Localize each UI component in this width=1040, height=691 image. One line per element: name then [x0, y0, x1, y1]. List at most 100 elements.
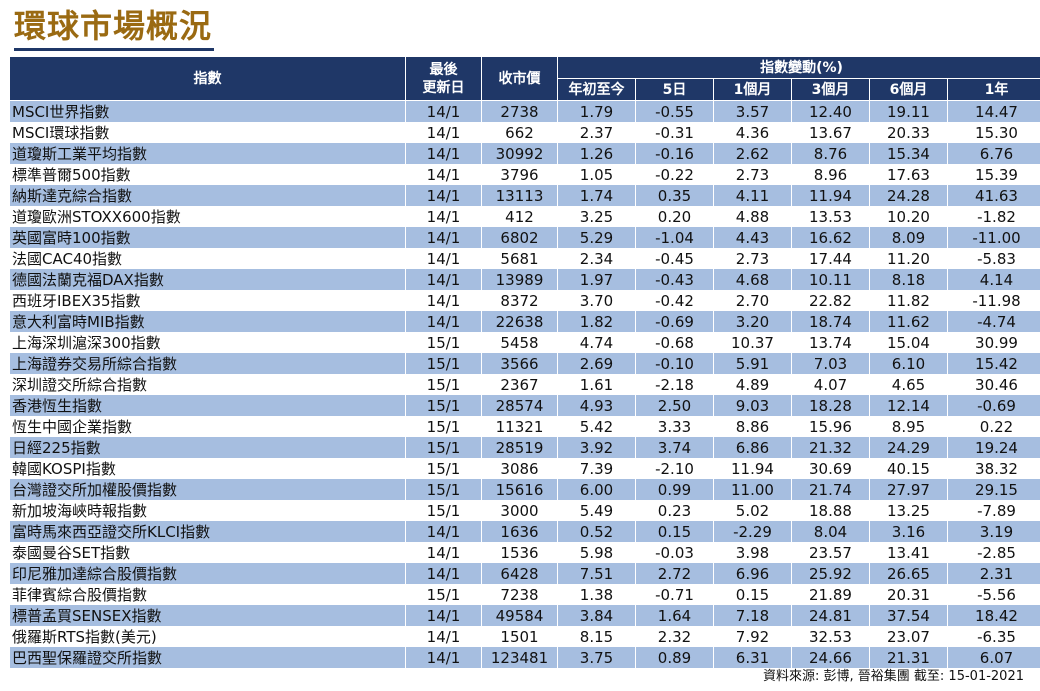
- cell-change-1m: 2.62: [713, 143, 792, 164]
- cell-change-ytd: 3.25: [557, 206, 636, 227]
- cell-index-name: 上海深圳滬深300指數: [9, 332, 406, 353]
- cell-close-price: 30992: [481, 143, 558, 164]
- cell-change-ytd: 1.05: [557, 164, 636, 185]
- cell-close-price: 662: [481, 122, 558, 143]
- cell-change-1y: 19.24: [946, 437, 1040, 458]
- cell-change-6m: 13.25: [869, 500, 948, 521]
- cell-change-1m: 7.92: [713, 626, 792, 647]
- cell-change-1y: 15.42: [946, 353, 1040, 374]
- source-note: 資料來源: 彭博, 晉裕集團 截至: 15-01-2021: [763, 669, 1024, 684]
- cell-change-5d: -0.71: [635, 584, 714, 605]
- table-row: 富時馬來西亞證交所KLCI指數 14/1 1636 0.52 0.15 -2.29 8.04…: [9, 521, 1040, 542]
- cell-last-update: 15/1: [405, 395, 482, 416]
- table-row: 道瓊歐洲STOXX600指數 14/1 412 3.25 0.20 4.88 13.53 10…: [9, 206, 1040, 227]
- cell-change-ytd: 8.15: [557, 626, 636, 647]
- cell-change-1m: 3.98: [713, 542, 792, 563]
- cell-change-5d: -2.18: [635, 374, 714, 395]
- cell-change-ytd: 2.34: [557, 248, 636, 269]
- cell-change-ytd: 1.79: [557, 100, 636, 122]
- cell-close-price: 2738: [481, 100, 558, 122]
- cell-change-6m: 37.54: [869, 605, 948, 626]
- cell-change-1y: 18.42: [946, 605, 1040, 626]
- cell-change-ytd: 0.52: [557, 521, 636, 542]
- cell-change-ytd: 7.39: [557, 458, 636, 479]
- cell-change-3m: 17.44: [791, 248, 870, 269]
- table-row: 俄羅斯RTS指數(美元) 14/1 1501 8.15 2.32 7.92 32.53 23.…: [9, 626, 1040, 647]
- cell-close-price: 28574: [481, 395, 558, 416]
- cell-index-name: 台灣證交所加權股價指數: [9, 479, 406, 500]
- cell-change-5d: 0.20: [635, 206, 714, 227]
- cell-change-1m: 11.94: [713, 458, 792, 479]
- cell-change-5d: 2.50: [635, 395, 714, 416]
- cell-last-update: 14/1: [405, 311, 482, 332]
- cell-change-6m: 12.14: [869, 395, 948, 416]
- cell-change-6m: 27.97: [869, 479, 948, 500]
- header-change-group: 指數變動(%): [556, 56, 1040, 79]
- cell-change-1m: 2.73: [713, 164, 792, 185]
- cell-change-6m: 8.95: [869, 416, 948, 437]
- table-row: 上海深圳滬深300指數 15/1 5458 4.74 -0.68 10.37 13.74 15…: [9, 332, 1040, 353]
- cell-change-5d: 2.72: [635, 563, 714, 584]
- cell-change-1m: 10.37: [713, 332, 792, 353]
- cell-change-3m: 21.74: [791, 479, 870, 500]
- cell-index-name: 西班牙IBEX35指數: [9, 290, 406, 311]
- cell-change-6m: 15.34: [869, 143, 948, 164]
- header-period-ytd: 年初至今: [557, 78, 636, 101]
- table-row: 標普孟買SENSEX指數 14/1 49584 3.84 1.64 7.18 24.81 37…: [9, 605, 1040, 626]
- cell-change-1m: 4.11: [713, 185, 792, 206]
- cell-change-5d: 2.32: [635, 626, 714, 647]
- header-index: 指數: [9, 56, 406, 101]
- cell-index-name: 富時馬來西亞證交所KLCI指數: [9, 521, 406, 542]
- cell-change-1y: -5.56: [946, 584, 1040, 605]
- header-period-6m: 6個月: [869, 78, 948, 101]
- cell-change-3m: 15.96: [791, 416, 870, 437]
- cell-change-1m: 4.68: [713, 269, 792, 290]
- cell-index-name: 新加坡海峽時報指數: [9, 500, 406, 521]
- table-row: 台灣證交所加權股價指數 15/1 15616 6.00 0.99 11.00 21.74 27…: [9, 479, 1040, 500]
- cell-close-price: 3000: [481, 500, 558, 521]
- cell-change-1y: 2.31: [946, 563, 1040, 584]
- cell-change-5d: 0.99: [635, 479, 714, 500]
- table-row: MSCI世界指數 14/1 2738 1.79 -0.55 3.57 12.40 19.11 1…: [9, 100, 1040, 122]
- table-row: 巴西聖保羅證交所指數 14/1 123481 3.75 0.89 6.31 24.66 21.…: [9, 647, 1040, 668]
- table-row: 印尼雅加達綜合股價指數 14/1 6428 7.51 2.72 6.96 25.92 26.6…: [9, 563, 1040, 584]
- cell-change-3m: 30.69: [791, 458, 870, 479]
- cell-index-name: 菲律賓綜合股價指數: [9, 584, 406, 605]
- cell-change-5d: -0.16: [635, 143, 714, 164]
- cell-index-name: 法國CAC40指數: [9, 248, 406, 269]
- cell-change-1m: 4.43: [713, 227, 792, 248]
- cell-change-1y: 4.14: [946, 269, 1040, 290]
- cell-change-3m: 8.04: [791, 521, 870, 542]
- cell-last-update: 14/1: [405, 647, 482, 668]
- cell-close-price: 412: [481, 206, 558, 227]
- table-row: 法國CAC40指數 14/1 5681 2.34 -0.45 2.73 17.44 11.20…: [9, 248, 1040, 269]
- table-row: 上海證券交易所綜合指數 15/1 3566 2.69 -0.10 5.91 7.03 6.10…: [9, 353, 1040, 374]
- cell-change-1y: -6.35: [946, 626, 1040, 647]
- cell-index-name: 泰國曼谷SET指數: [9, 542, 406, 563]
- cell-change-5d: 3.33: [635, 416, 714, 437]
- cell-change-6m: 3.16: [869, 521, 948, 542]
- cell-change-6m: 23.07: [869, 626, 948, 647]
- cell-change-6m: 11.20: [869, 248, 948, 269]
- table-row: 泰國曼谷SET指數 14/1 1536 5.98 -0.03 3.98 23.57 13.41…: [9, 542, 1040, 563]
- cell-change-3m: 8.96: [791, 164, 870, 185]
- cell-change-1y: -2.85: [946, 542, 1040, 563]
- cell-change-1y: 3.19: [946, 521, 1040, 542]
- cell-change-1m: 3.20: [713, 311, 792, 332]
- cell-change-1y: 41.63: [946, 185, 1040, 206]
- cell-change-1m: 8.86: [713, 416, 792, 437]
- cell-change-1m: 4.88: [713, 206, 792, 227]
- cell-last-update: 15/1: [405, 374, 482, 395]
- cell-change-ytd: 1.61: [557, 374, 636, 395]
- cell-change-1y: 30.99: [946, 332, 1040, 353]
- header-period-1y: 1年: [946, 78, 1040, 101]
- cell-change-1y: 6.76: [946, 143, 1040, 164]
- cell-last-update: 14/1: [405, 206, 482, 227]
- cell-last-update: 14/1: [405, 122, 482, 143]
- cell-change-3m: 24.66: [791, 647, 870, 668]
- cell-change-6m: 20.33: [869, 122, 948, 143]
- cell-change-3m: 4.07: [791, 374, 870, 395]
- cell-change-1y: 38.32: [946, 458, 1040, 479]
- cell-change-ytd: 7.51: [557, 563, 636, 584]
- cell-change-3m: 11.94: [791, 185, 870, 206]
